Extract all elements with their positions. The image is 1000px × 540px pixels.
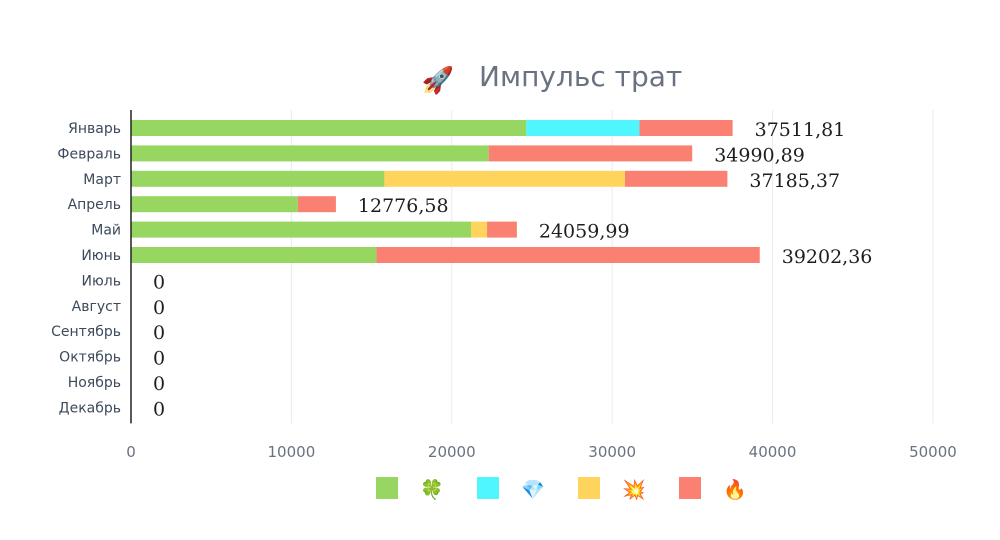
bar-segment[interactable] (639, 120, 733, 136)
bar-segment[interactable] (624, 170, 728, 187)
legend-item[interactable]: 💎 (477, 477, 545, 501)
data-label-total: 37185,37 (749, 170, 840, 192)
y-tick-label: Декабрь (59, 400, 121, 416)
y-tick-label: Август (72, 299, 121, 315)
y-tick-label: Январь (68, 121, 121, 137)
y-tick-label: Февраль (57, 146, 121, 162)
bar-segment[interactable] (526, 120, 640, 136)
y-tick-label: Апрель (68, 197, 121, 213)
legend-swatch (679, 477, 701, 499)
bar-segment[interactable] (376, 247, 760, 263)
legend-swatch (477, 477, 499, 499)
rocket-icon: 🚀 (422, 65, 454, 96)
x-tick-label: 10000 (268, 443, 316, 461)
bars (131, 120, 760, 263)
bar-segment[interactable] (131, 120, 527, 136)
data-label-total: 37511,81 (755, 119, 846, 141)
x-tick-label: 0 (126, 443, 136, 461)
bar-segment[interactable] (487, 221, 517, 238)
legend-swatch (578, 477, 600, 499)
bar-segment[interactable] (131, 145, 489, 162)
bar-segment[interactable] (384, 170, 625, 187)
x-axis: 0 10000 20000 30000 40000 50000 (126, 443, 957, 461)
data-label-total: 0 (153, 297, 165, 319)
legend-label: 🔥 (723, 478, 747, 501)
y-axis: Январь Февраль Март Апрель Май Июнь Июль Август… (51, 110, 132, 424)
data-label-total: 0 (153, 322, 165, 344)
x-tick-label: 20000 (428, 443, 476, 461)
bar-segment[interactable] (297, 196, 336, 213)
y-tick-label: Ноябрь (68, 375, 121, 391)
x-tick-label: 30000 (588, 443, 636, 461)
y-tick-label: Май (91, 223, 121, 239)
data-label-total: 0 (153, 373, 165, 395)
bar-segment[interactable] (131, 247, 377, 263)
bar-segment[interactable] (131, 221, 472, 238)
data-label-total: 39202,36 (782, 246, 873, 268)
legend-label: 🍀 (420, 478, 444, 501)
bar-segment[interactable] (488, 145, 693, 162)
legend-swatch (376, 477, 398, 499)
x-tick-label: 40000 (749, 443, 797, 461)
data-label-total: 24059,99 (539, 221, 630, 243)
legend-item[interactable]: 🍀 (376, 477, 444, 501)
bar-segment[interactable] (131, 170, 385, 187)
y-tick-label: Март (83, 172, 121, 188)
grid (290, 110, 934, 424)
legend-label: 💎 (521, 479, 545, 501)
total-labels: 37511,81 34990,89 37185,37 12776,58 24059,99… (153, 119, 872, 420)
y-tick-label: Июль (82, 273, 121, 289)
data-label-total: 12776,58 (358, 195, 449, 217)
legend-item[interactable]: 🔥 (679, 477, 747, 501)
chart-title: Импульс трат (479, 60, 682, 93)
data-label-total: 0 (153, 398, 165, 420)
data-label-total: 34990,89 (714, 144, 805, 166)
data-label-total: 0 (153, 348, 165, 370)
data-label-total: 0 (153, 271, 165, 293)
y-tick-label: Сентябрь (51, 324, 121, 340)
x-tick-label: 50000 (909, 443, 957, 461)
chart-title-group: 🚀 Импульс трат (422, 60, 682, 96)
bar-segment[interactable] (131, 196, 298, 213)
y-tick-label: Октябрь (59, 350, 121, 366)
bar-segment[interactable] (471, 221, 488, 238)
legend-item[interactable]: 💥 (578, 477, 646, 501)
legend-label: 💥 (622, 478, 646, 501)
legend[interactable]: 🍀 💎 💥 🔥 (376, 477, 747, 501)
y-tick-label: Июнь (81, 248, 121, 264)
